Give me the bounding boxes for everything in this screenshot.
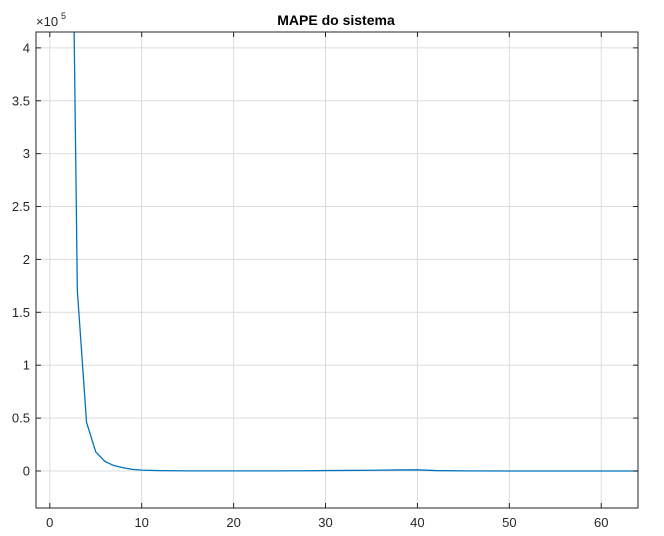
mape-series-line [73, 32, 638, 472]
grid-lines [36, 32, 638, 508]
tick-labels: 0 10 20 30 40 50 60 0 0.5 1 1.5 2 2.5 3 3.5 4 [12, 40, 609, 530]
x-tick-label: 50 [502, 515, 516, 530]
y-exponent-power: 5 [61, 11, 66, 21]
y-tick-label: 3 [23, 146, 30, 161]
y-tick-label: 1 [23, 358, 30, 373]
x-tick-label: 20 [226, 515, 240, 530]
y-tick-label: 2 [23, 252, 30, 267]
y-axis-multiplier: ×10 5 [36, 11, 66, 29]
y-tick-label: 4 [23, 40, 30, 55]
chart-title: MAPE do sistema [277, 12, 395, 28]
y-tick-label: 0.5 [12, 411, 30, 426]
series-layer [73, 32, 638, 472]
tick-marks [36, 32, 638, 508]
y-exponent-base: ×10 [36, 14, 58, 29]
x-tick-label: 60 [594, 515, 608, 530]
axes-box [35, 31, 639, 509]
y-tick-label: 2.5 [12, 199, 30, 214]
y-tick-label: 3.5 [12, 93, 30, 108]
x-tick-label: 0 [46, 515, 53, 530]
x-tick-label: 30 [318, 515, 332, 530]
x-tick-label: 10 [134, 515, 148, 530]
x-tick-label: 40 [410, 515, 424, 530]
y-tick-label: 1.5 [12, 305, 30, 320]
y-tick-label: 0 [23, 463, 30, 478]
